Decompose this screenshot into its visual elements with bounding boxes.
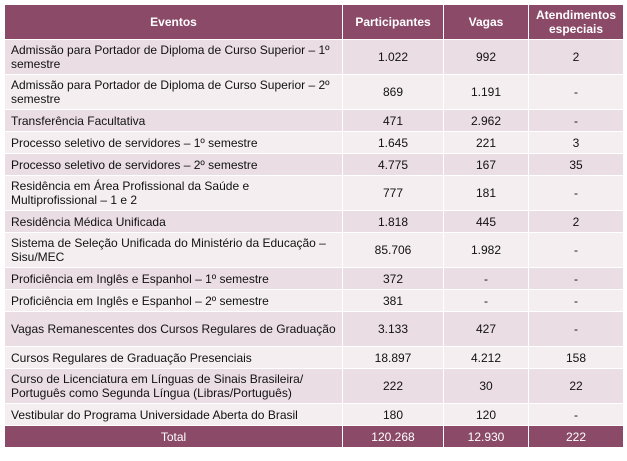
cell-atendimentos: - xyxy=(528,175,624,211)
cell-participantes: 1.645 xyxy=(342,131,444,154)
cell-vagas: 445 xyxy=(443,210,529,233)
cell-evento: Admissão para Portador de Diploma de Cur… xyxy=(4,74,343,110)
cell-evento: Transferência Facultativa xyxy=(4,109,343,132)
cell-evento: Sistema de Seleção Unificada do Ministér… xyxy=(4,232,343,268)
cell-vagas: 4.212 xyxy=(443,346,529,369)
cell-atendimentos: - xyxy=(528,289,624,312)
cell-atendimentos: 2 xyxy=(528,210,624,233)
cell-vagas: 181 xyxy=(443,175,529,211)
table-row: Cursos Regulares de Graduação Presenciai… xyxy=(4,346,624,369)
table-row: Vestibular do Programa Universidade Aber… xyxy=(4,403,624,426)
header-participantes: Participantes xyxy=(342,4,444,40)
cell-vagas: 167 xyxy=(443,153,529,176)
table-row: Curso de Licenciatura em Línguas de Sina… xyxy=(4,368,624,404)
total-row: Total 120.268 12.930 222 xyxy=(4,425,624,448)
cell-evento: Curso de Licenciatura em Línguas de Sina… xyxy=(4,368,343,404)
table-row: Sistema de Seleção Unificada do Ministér… xyxy=(4,232,624,268)
cell-vagas: 1.982 xyxy=(443,232,529,268)
table-row: Residência Médica Unificada 1.818 445 2 xyxy=(4,210,624,233)
cell-vagas: 30 xyxy=(443,368,529,404)
cell-evento: Processo seletivo de servidores – 2º sem… xyxy=(4,153,343,176)
cell-vagas: - xyxy=(443,289,529,312)
cell-participantes: 777 xyxy=(342,175,444,211)
cell-participantes: 372 xyxy=(342,267,444,290)
cell-evento: Vestibular do Programa Universidade Aber… xyxy=(4,403,343,426)
cell-participantes: 18.897 xyxy=(342,346,444,369)
cell-participantes: 1.022 xyxy=(342,39,444,75)
cell-evento: Cursos Regulares de Graduação Presenciai… xyxy=(4,346,343,369)
table-row: Proficiência em Inglês e Espanhol – 1º s… xyxy=(4,267,624,290)
table-row: Transferência Facultativa 471 2.962 - xyxy=(4,109,624,132)
cell-participantes: 471 xyxy=(342,109,444,132)
table-row: Vagas Remanescentes dos Cursos Regulares… xyxy=(4,311,624,347)
table-row: Admissão para Portador de Diploma de Cur… xyxy=(4,74,624,110)
cell-evento: Processo seletivo de servidores – 1º sem… xyxy=(4,131,343,154)
table-row: Admissão para Portador de Diploma de Cur… xyxy=(4,39,624,75)
cell-vagas: 992 xyxy=(443,39,529,75)
cell-atendimentos: - xyxy=(528,403,624,426)
cell-vagas: 1.191 xyxy=(443,74,529,110)
header-vagas: Vagas xyxy=(443,4,529,40)
total-participantes: 120.268 xyxy=(342,425,444,448)
cell-atendimentos: 158 xyxy=(528,346,624,369)
cell-atendimentos: 2 xyxy=(528,39,624,75)
header-eventos: Eventos xyxy=(4,4,343,40)
cell-atendimentos: 35 xyxy=(528,153,624,176)
cell-participantes: 1.818 xyxy=(342,210,444,233)
cell-participantes: 85.706 xyxy=(342,232,444,268)
cell-atendimentos: 22 xyxy=(528,368,624,404)
cell-evento: Residência em Área Profissional da Saúde… xyxy=(4,175,343,211)
cell-evento: Proficiência em Inglês e Espanhol – 1º s… xyxy=(4,267,343,290)
cell-participantes: 3.133 xyxy=(342,311,444,347)
cell-participantes: 180 xyxy=(342,403,444,426)
cell-vagas: - xyxy=(443,267,529,290)
cell-participantes: 381 xyxy=(342,289,444,312)
cell-vagas: 221 xyxy=(443,131,529,154)
cell-vagas: 2.962 xyxy=(443,109,529,132)
header-atendimentos: Atendimentos especiais xyxy=(528,4,624,40)
cell-participantes: 222 xyxy=(342,368,444,404)
table-row: Processo seletivo de servidores – 1º sem… xyxy=(4,131,624,154)
cell-atendimentos: 3 xyxy=(528,131,624,154)
cell-participantes: 4.775 xyxy=(342,153,444,176)
cell-evento: Proficiência em Inglês e Espanhol – 2º s… xyxy=(4,289,343,312)
table-row: Residência em Área Profissional da Saúde… xyxy=(4,175,624,211)
cell-atendimentos: - xyxy=(528,232,624,268)
cell-atendimentos: - xyxy=(528,267,624,290)
header-row: Eventos Participantes Vagas Atendimentos… xyxy=(4,4,624,40)
cell-evento: Admissão para Portador de Diploma de Cur… xyxy=(4,39,343,75)
cell-evento: Residência Médica Unificada xyxy=(4,210,343,233)
eventos-table: Eventos Participantes Vagas Atendimentos… xyxy=(4,4,624,448)
cell-participantes: 869 xyxy=(342,74,444,110)
cell-atendimentos: - xyxy=(528,74,624,110)
table-row: Proficiência em Inglês e Espanhol – 2º s… xyxy=(4,289,624,312)
cell-vagas: 427 xyxy=(443,311,529,347)
cell-atendimentos: - xyxy=(528,311,624,347)
total-label: Total xyxy=(4,425,343,448)
cell-vagas: 120 xyxy=(443,403,529,426)
total-vagas: 12.930 xyxy=(443,425,529,448)
total-atendimentos: 222 xyxy=(528,425,624,448)
cell-evento: Vagas Remanescentes dos Cursos Regulares… xyxy=(4,311,343,347)
table-row: Processo seletivo de servidores – 2º sem… xyxy=(4,153,624,176)
cell-atendimentos: - xyxy=(528,109,624,132)
